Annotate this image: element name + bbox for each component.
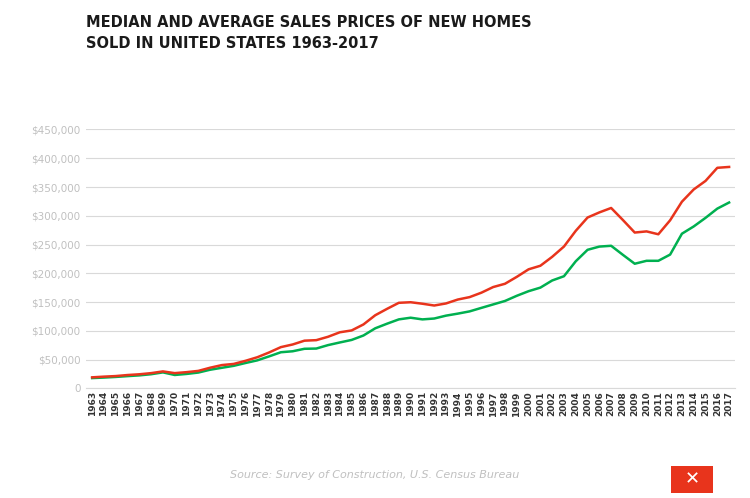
- Median: [724, 200, 734, 206]
- Median: [323, 342, 332, 348]
- Median: [654, 258, 663, 264]
- Median: [712, 206, 722, 212]
- Median: [241, 360, 250, 366]
- Average: [712, 165, 722, 171]
- Average: [206, 365, 214, 371]
- Text: ✕: ✕: [684, 470, 700, 489]
- Text: Source: Survey of Construction, U.S. Census Bureau: Source: Survey of Construction, U.S. Cen…: [230, 470, 520, 480]
- Line: Average: Average: [92, 167, 729, 377]
- Average: [323, 334, 332, 340]
- Median: [158, 370, 167, 375]
- Text: MEDIAN AND AVERAGE SALES PRICES OF NEW HOMES
SOLD IN UNITED STATES 1963-2017: MEDIAN AND AVERAGE SALES PRICES OF NEW H…: [86, 15, 532, 51]
- Median: [206, 367, 214, 373]
- Median: [88, 375, 97, 381]
- Line: Median: Median: [92, 203, 729, 378]
- Average: [724, 164, 734, 170]
- Average: [88, 374, 97, 380]
- Average: [158, 369, 167, 374]
- Legend: Median, Average: Median, Average: [303, 494, 518, 498]
- Average: [241, 358, 250, 364]
- Average: [654, 231, 663, 237]
